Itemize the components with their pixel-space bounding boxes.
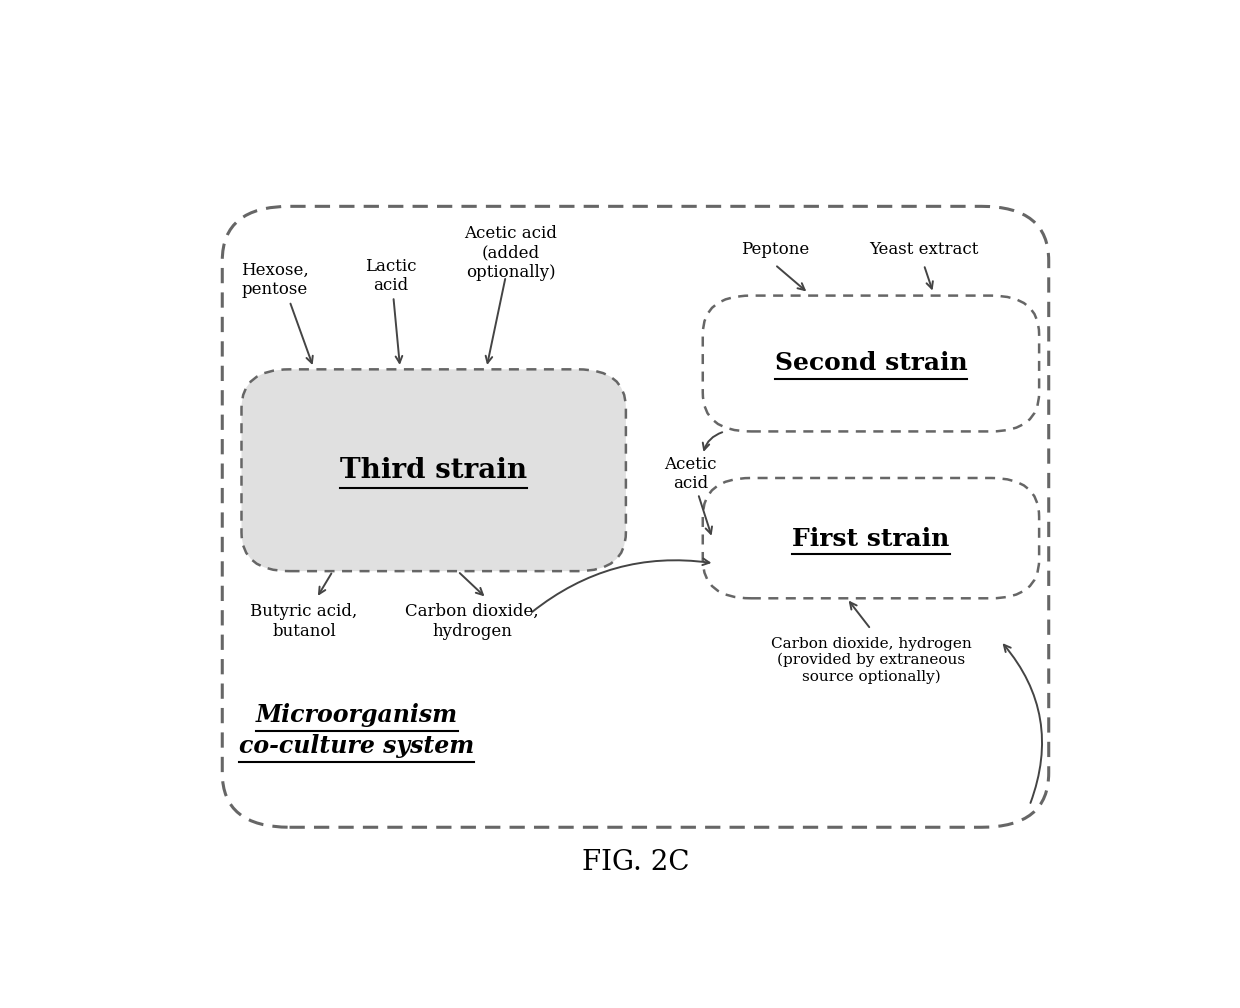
Text: Carbon dioxide,
hydrogen: Carbon dioxide, hydrogen — [405, 603, 539, 640]
Text: Acetic acid
(added
optionally): Acetic acid (added optionally) — [464, 225, 557, 281]
Text: Yeast extract: Yeast extract — [869, 241, 978, 257]
Text: FIG. 2C: FIG. 2C — [582, 849, 689, 876]
Text: Acetic
acid: Acetic acid — [665, 456, 717, 493]
Text: Hexose,
pentose: Hexose, pentose — [242, 262, 309, 298]
Text: Second strain: Second strain — [775, 351, 967, 375]
Text: Microorganism: Microorganism — [255, 703, 458, 727]
Text: Peptone: Peptone — [740, 241, 808, 257]
Text: Carbon dioxide, hydrogen
(provided by extraneous
source optionally): Carbon dioxide, hydrogen (provided by ex… — [770, 637, 971, 684]
FancyBboxPatch shape — [242, 369, 626, 572]
Text: Lactic
acid: Lactic acid — [365, 258, 417, 294]
Text: First strain: First strain — [792, 526, 950, 550]
Text: co-culture system: co-culture system — [239, 734, 475, 758]
Text: Third strain: Third strain — [340, 457, 527, 484]
Text: Butyric acid,
butanol: Butyric acid, butanol — [250, 603, 357, 640]
